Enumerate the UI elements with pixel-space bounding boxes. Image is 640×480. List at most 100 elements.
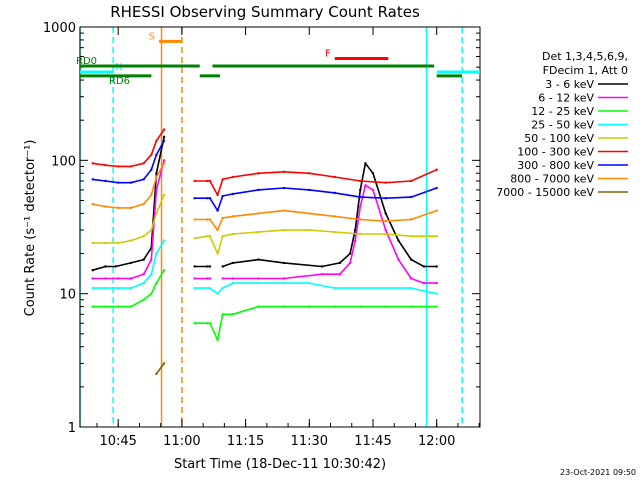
series-7-point <box>384 219 387 223</box>
series-1-point <box>257 277 260 280</box>
series-5-point <box>410 179 413 183</box>
series-5-point <box>142 162 145 165</box>
series-5-point <box>193 179 196 183</box>
x-tick-label: 10:45 <box>99 434 136 449</box>
series-6-point <box>308 188 311 192</box>
series-2-point <box>150 292 153 295</box>
series-0-point <box>257 258 260 261</box>
series-1-point <box>206 277 209 280</box>
series-7-point <box>142 202 145 206</box>
series-4-point <box>150 228 153 232</box>
series-2-point <box>142 298 145 301</box>
series-0-point <box>282 261 286 265</box>
series-3-point <box>117 286 120 290</box>
series-1-point <box>142 272 145 276</box>
series-0-point <box>359 188 362 192</box>
series-6-point <box>117 181 120 184</box>
series-1-point <box>384 228 387 232</box>
series-6-point <box>162 139 166 143</box>
series-3-point <box>384 286 387 290</box>
flag-label-f: F <box>325 49 331 60</box>
series-1-point <box>155 188 158 192</box>
series-2-point <box>333 305 336 308</box>
series-6-point <box>193 196 196 200</box>
series-7-point <box>193 218 196 221</box>
series-5-point <box>117 165 120 168</box>
series-0-point <box>129 261 133 265</box>
series-1-point <box>371 188 375 192</box>
series-6-point <box>257 188 260 192</box>
x-tick-label: 11:15 <box>227 434 264 449</box>
series-0-point <box>104 265 107 268</box>
series-1-point <box>353 239 357 242</box>
series-6-point <box>129 181 133 184</box>
series-7-point <box>282 209 286 212</box>
series-2-point <box>216 338 219 342</box>
series-0-point <box>114 265 117 268</box>
series-4-point <box>257 230 260 234</box>
series-6-point <box>435 186 438 190</box>
legend-entry-label: 12 - 25 keV <box>531 105 594 118</box>
series-4-point <box>162 193 166 197</box>
series-line-5 <box>92 129 438 196</box>
series-7-point <box>308 212 311 215</box>
series-4-point <box>193 237 196 240</box>
series-6-point <box>282 186 286 190</box>
series-4-point <box>104 241 107 245</box>
series-3-point <box>208 286 212 290</box>
series-7-point <box>104 205 107 208</box>
series-7-point <box>117 206 120 210</box>
series-line-8 <box>155 362 165 375</box>
series-line-3 <box>92 240 437 295</box>
series-4-point <box>129 239 133 242</box>
series-7-point <box>162 162 166 165</box>
series-2-point <box>91 305 94 308</box>
series-5-point <box>91 162 94 165</box>
series-1-point <box>435 281 438 285</box>
legend: Det 1,3,4,5,6,9,FDecim 1, Att 03 - 6 keV… <box>496 50 628 199</box>
series-4-point <box>155 212 158 215</box>
series-7-point <box>208 218 212 221</box>
series-5-point <box>333 175 336 179</box>
series-4-point <box>91 241 94 245</box>
x-tick-label: 11:45 <box>354 434 391 449</box>
plot-area <box>79 27 463 427</box>
series-7-point <box>257 212 260 215</box>
series-1-point <box>320 272 324 276</box>
series-3-point <box>162 239 166 242</box>
series-1-point <box>348 261 352 265</box>
series-2-point <box>117 305 120 308</box>
legend-entry-label: 100 - 300 keV <box>517 146 594 159</box>
x-axis-ticks: 10:45 11:00 11:15 11:30 11:45 12:00 <box>96 27 480 449</box>
y-tick-label: 1000 <box>43 21 76 36</box>
flag-label-rd0: RD0 <box>76 56 97 67</box>
series-2-point <box>206 322 209 325</box>
series-1-point <box>231 277 235 280</box>
series-0-point <box>208 265 212 268</box>
y-axis-label: Count Rate (s⁻¹ detector⁻¹) <box>23 140 38 317</box>
series-1-point <box>193 277 196 280</box>
series-1-point <box>117 277 120 280</box>
series-2-point <box>308 305 311 308</box>
series-line-4 <box>92 194 437 255</box>
series-0-point <box>162 135 166 139</box>
series-1-point <box>397 258 400 261</box>
series-4-point <box>359 232 362 236</box>
series-0-point <box>435 265 438 268</box>
series-7-point <box>231 215 235 218</box>
series-7-point <box>221 216 224 220</box>
series-0-point <box>397 239 400 242</box>
chart-title: RHESSI Observing Summary Count Rates <box>110 3 420 21</box>
series-2-point <box>193 322 196 325</box>
x-tick-label: 12:00 <box>418 434 455 449</box>
series-0-point <box>348 252 352 255</box>
series-6-point <box>359 195 362 199</box>
series-4-point <box>384 232 387 236</box>
series-2-point <box>410 305 413 308</box>
series-7-point <box>206 218 209 221</box>
series-6-point <box>150 168 153 171</box>
series-6-point <box>208 196 212 200</box>
series-6-point <box>142 178 145 181</box>
series-0-point <box>231 261 235 265</box>
series-7-point <box>91 202 94 206</box>
